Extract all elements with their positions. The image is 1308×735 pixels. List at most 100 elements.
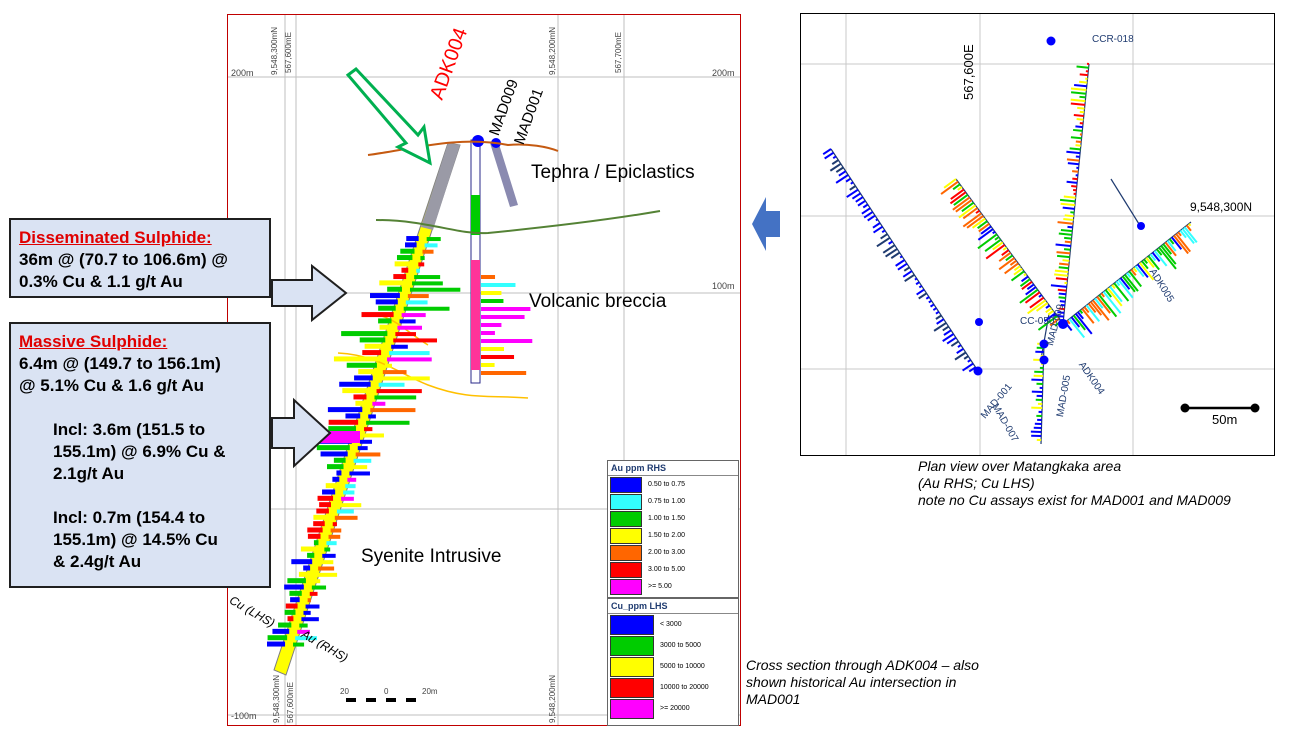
plan-assay-bar: [1047, 310, 1054, 316]
plan-view-drawing: [801, 14, 1274, 455]
plan-assay-bar: [952, 183, 961, 191]
plan-assay-bar: [971, 217, 986, 229]
cu-assay-bar: [307, 533, 321, 539]
plan-assay-bar: [1038, 294, 1043, 298]
plan-assay-bar: [962, 207, 978, 220]
plan-assay-bar: [1052, 314, 1064, 318]
plan-assay-bar: [1175, 233, 1191, 253]
cu-assay-bar: [342, 388, 369, 394]
plan-assay-bar: [1113, 282, 1130, 302]
plan-assay-bar: [1049, 317, 1060, 327]
plan-assay-bar: [1153, 250, 1168, 267]
plan-assay-bar: [953, 194, 969, 206]
au-assay-bar: [307, 598, 311, 603]
plan-assay-bar: [916, 288, 925, 296]
plan-assay-bar: [1100, 292, 1105, 298]
plan-assay-bar: [1064, 236, 1072, 240]
legend-label: 3.00 to 5.00: [648, 566, 685, 573]
cu-assay-bar: [291, 559, 313, 565]
au-assay-bar: [320, 560, 334, 565]
legend-row: 1.50 to 2.00: [608, 527, 738, 544]
au-assay-bar: [387, 357, 432, 362]
au-assay-bar: [370, 408, 416, 413]
plan-assay-bar: [1058, 292, 1067, 296]
cu-assay-bar: [290, 597, 300, 603]
au-assay-bar: [322, 553, 336, 558]
cu-assay-bar: [327, 407, 363, 413]
plan-assay-bar: [1058, 296, 1066, 299]
cu-assay-bar: [355, 400, 365, 406]
plan-assay-bar: [966, 215, 984, 229]
plan-assay-bar: [1070, 91, 1087, 95]
cu-assay-bar: [317, 495, 334, 501]
plan-assay-bar: [1002, 246, 1008, 251]
au-assay-bar: [424, 243, 438, 248]
tick-top-northing-2: 9,548,200mN: [548, 26, 557, 75]
scale-label-left: 20: [340, 687, 349, 696]
plan-assay-bar: [1059, 262, 1070, 266]
tick-top-easting-1: 567,600mE: [284, 32, 293, 73]
collar-adk005: [1137, 222, 1145, 230]
au-assay-bar: [293, 642, 305, 647]
au-assay-bar: [384, 363, 393, 368]
au-assay-bar: [361, 433, 384, 438]
mad009-pink-interval: [471, 260, 480, 370]
plan-assay-bar: [861, 207, 871, 215]
plan-assay-bar: [918, 292, 928, 300]
collar-top: [1046, 36, 1056, 46]
plan-assay-bar: [1151, 251, 1161, 263]
plan-assay-bar: [882, 244, 896, 254]
plan-assay-bar: [943, 178, 957, 189]
au-assay-bar: [349, 471, 370, 476]
plan-assay-bar: [1036, 302, 1049, 312]
au-assay-bar: [345, 484, 356, 489]
au-assay-bar: [416, 268, 420, 273]
plan-assay-bar: [902, 270, 913, 278]
plan-assay-bar: [862, 203, 869, 209]
au-assay-bar: [364, 427, 373, 432]
plan-assay-bar: [935, 310, 940, 315]
plan-assay-bar: [885, 248, 898, 258]
plan-assay-bar: [881, 229, 886, 234]
plan-assay-bar: [1010, 270, 1025, 282]
disseminated-arrow: [271, 263, 348, 323]
plan-assay-bar: [942, 325, 950, 332]
plan-assay-bar: [1001, 249, 1010, 256]
cross-section-drawing: [228, 15, 740, 725]
plan-assay-bar: [1019, 278, 1031, 287]
plan-assay-bar: [1072, 170, 1079, 173]
legend-swatch: [610, 656, 654, 677]
plan-assay-bar: [977, 228, 994, 241]
legend-label: 10000 to 20000: [660, 684, 709, 691]
cu-assay-bar: [325, 483, 338, 489]
plan-assay-bar: [984, 238, 1002, 252]
plan-assay-bar: [933, 322, 947, 332]
plan-assay-bar: [1183, 226, 1198, 244]
disseminated-sulphide-callout: Disseminated Sulphide: 36m @ (70.7 to 10…: [9, 218, 271, 298]
au-assay-bar: [393, 338, 438, 343]
plan-assay-bar: [903, 266, 910, 272]
plan-assay-bar: [1076, 65, 1089, 69]
plan-assay-bar: [867, 214, 876, 222]
section-scale-bar: [346, 698, 416, 702]
plan-assay-bar: [1085, 304, 1101, 322]
plan-assay-bar: [1132, 267, 1138, 273]
plan-assay-bar: [1185, 224, 1192, 232]
scale-label-right: 20m: [422, 687, 438, 696]
adk004-hole-upper: [421, 143, 460, 230]
cu-assay-bar: [333, 457, 346, 463]
plan-assay-bar: [1164, 241, 1177, 257]
incl1-line-1: Incl: 3.6m (151.5 to: [53, 420, 206, 439]
legend-swatch: [610, 527, 642, 544]
incl1-line-3: 2.1g/t Au: [53, 464, 125, 483]
disseminated-line-2: 0.3% Cu & 1.1 g/t Au: [19, 272, 183, 291]
legend-row: >= 20000: [608, 698, 738, 719]
plan-assay-bar: [961, 201, 975, 213]
au-assay-bar: [414, 275, 441, 280]
plan-assay-bar: [1119, 277, 1131, 290]
plan-hole-cc050: CC-050: [1020, 316, 1055, 327]
plan-assay-bar: [1071, 185, 1077, 188]
au-assay-bar: [313, 579, 321, 584]
plan-assay-bar: [950, 188, 965, 200]
plan-assay-bar: [949, 191, 967, 205]
